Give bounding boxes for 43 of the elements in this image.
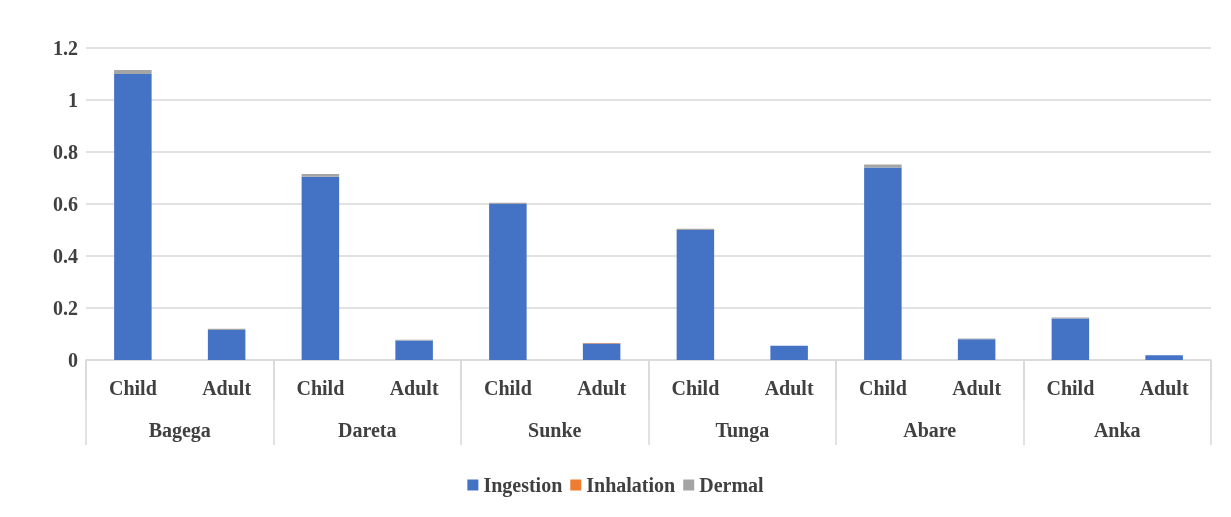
x-tick-label: Child <box>483 377 532 399</box>
y-tick-label: 1 <box>68 89 78 111</box>
bar <box>301 174 340 177</box>
x-tick-label: Adult <box>952 377 1002 399</box>
text: Abare <box>903 419 957 441</box>
y-tick-label: 0.8 <box>53 141 78 163</box>
bar <box>114 70 152 74</box>
bar <box>489 204 527 360</box>
legend-label: Dermal <box>699 474 765 496</box>
x-tick-label: Child <box>296 377 345 399</box>
text: Tunga <box>715 419 770 442</box>
bar <box>395 340 433 360</box>
y-tick-label: 0.4 <box>53 245 78 267</box>
text: Bagega <box>148 419 211 442</box>
text: Dareta <box>338 419 397 441</box>
x-tick-label: Child <box>858 377 907 399</box>
x-tick-label: Child <box>1046 377 1095 399</box>
text: Anka <box>1093 419 1141 441</box>
bar <box>864 167 902 360</box>
x-tick-label: Child <box>108 377 157 399</box>
x-tick-label: Adult <box>1139 377 1189 399</box>
bar <box>864 164 902 168</box>
bar <box>1051 318 1090 360</box>
bar <box>301 176 340 360</box>
bar <box>582 343 621 360</box>
bar <box>770 345 808 360</box>
x-tick-label: Adult <box>764 377 814 399</box>
bar <box>207 330 246 360</box>
bar <box>114 74 152 360</box>
bar <box>957 339 996 360</box>
x-tick-label: Adult <box>202 377 252 399</box>
text: Sunke <box>528 419 582 441</box>
legend-label: Inhalation <box>586 474 676 496</box>
y-tick-label: 0 <box>68 349 78 371</box>
y-tick-label: 0.6 <box>53 193 78 215</box>
bar <box>1145 355 1183 360</box>
x-tick-label: Adult <box>577 377 627 399</box>
y-tick-label: 1.2 <box>53 37 78 59</box>
legend-label: Ingestion <box>483 474 563 497</box>
bar <box>676 230 715 360</box>
y-tick-label: 0.2 <box>53 297 78 319</box>
x-tick-label: Adult <box>389 377 439 399</box>
x-tick-label: Child <box>671 377 720 399</box>
